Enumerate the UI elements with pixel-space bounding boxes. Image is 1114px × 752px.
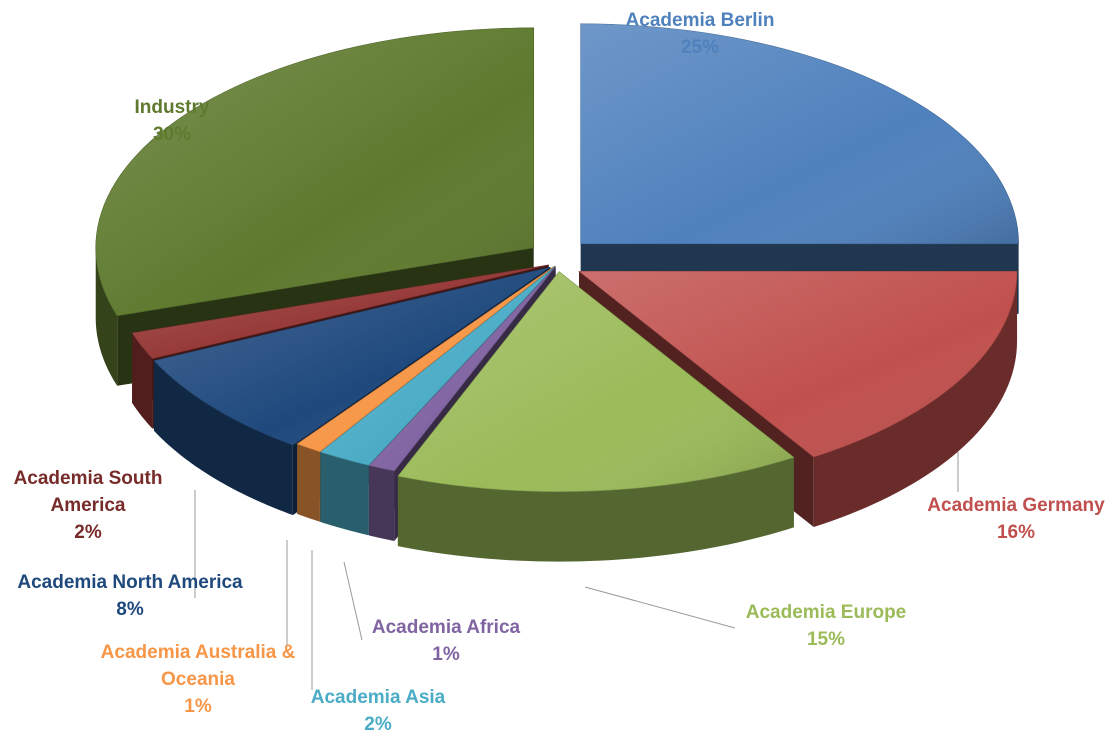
data-label-value: 8% <box>116 599 144 620</box>
data-label-name: Academia Africa <box>372 617 521 638</box>
data-label-academia-europe: Academia Europe 15% <box>746 602 907 650</box>
data-label-name: Industry <box>135 97 210 118</box>
data-label-value: 30% <box>153 124 191 145</box>
pie-top-faces <box>95 23 1019 492</box>
data-label-academia-germany: Academia Germany 16% <box>927 495 1105 543</box>
wall-outer-academia-south-america-0 <box>132 332 153 429</box>
slice-sheen-academia-asia <box>320 266 556 466</box>
data-label-academia-south-america: Academia South America 2% <box>14 468 163 543</box>
data-label-name: Academia Europe <box>746 602 907 623</box>
slice-sheen-academia-south-america <box>132 264 549 359</box>
wall-outer-academia-europe-0 <box>397 457 794 562</box>
wall-outer-academia-north-america-0 <box>153 360 293 516</box>
data-label-value: 1% <box>432 644 460 665</box>
data-label-value: 2% <box>364 714 392 735</box>
data-label-name: America <box>51 495 126 516</box>
slice-sheen-academia-north-america <box>153 267 551 446</box>
data-label-academia-africa: Academia Africa 1% <box>372 617 521 665</box>
wall-outer-academia-australia-oceania-0 <box>297 443 320 522</box>
data-label-name: Oceania <box>161 669 235 690</box>
data-label-name: Academia Germany <box>927 495 1105 516</box>
data-label-name: Academia Australia & <box>101 642 296 663</box>
data-label-name: Academia Asia <box>311 687 446 708</box>
leader-line-academia-africa <box>343 561 363 641</box>
slice-sheen-academia-germany <box>579 271 1018 458</box>
slice-sheen-academia-africa <box>369 266 556 471</box>
slice-sheen-academia-europe <box>397 271 794 492</box>
data-label-name: Academia South <box>14 468 163 489</box>
wall-outer-academia-asia-0 <box>320 451 369 536</box>
wall-outer-academia-africa-0 <box>369 465 395 541</box>
data-label-industry: Industry 30% <box>135 97 210 145</box>
data-label-academia-berlin: Academia Berlin 25% <box>626 10 775 58</box>
data-label-value: 16% <box>997 522 1035 543</box>
slice-sheen-industry <box>95 27 534 316</box>
data-label-academia-north-america: Academia North America 8% <box>17 572 243 620</box>
wall-outer-academia-germany-0 <box>813 271 1018 528</box>
slice-sheen-academia-australia-oceania <box>297 265 555 452</box>
data-label-value: 1% <box>184 696 212 717</box>
data-label-value: 15% <box>807 629 845 650</box>
data-label-value: 25% <box>681 37 719 58</box>
leader-line-academia-europe <box>584 586 736 629</box>
data-label-name: Academia Berlin <box>626 10 775 31</box>
data-label-academia-asia: Academia Asia 2% <box>311 687 446 735</box>
slice-labels: Academia Berlin 25%Academia Germany 16%Aca… <box>14 10 1106 735</box>
data-label-value: 2% <box>74 522 102 543</box>
data-label-academia-australia-oceania: Academia Australia & Oceania 1% <box>101 642 296 717</box>
data-label-name: Academia North America <box>17 572 243 593</box>
leader-lines <box>194 452 959 690</box>
slice-sheen-academia-berlin <box>580 23 1019 244</box>
